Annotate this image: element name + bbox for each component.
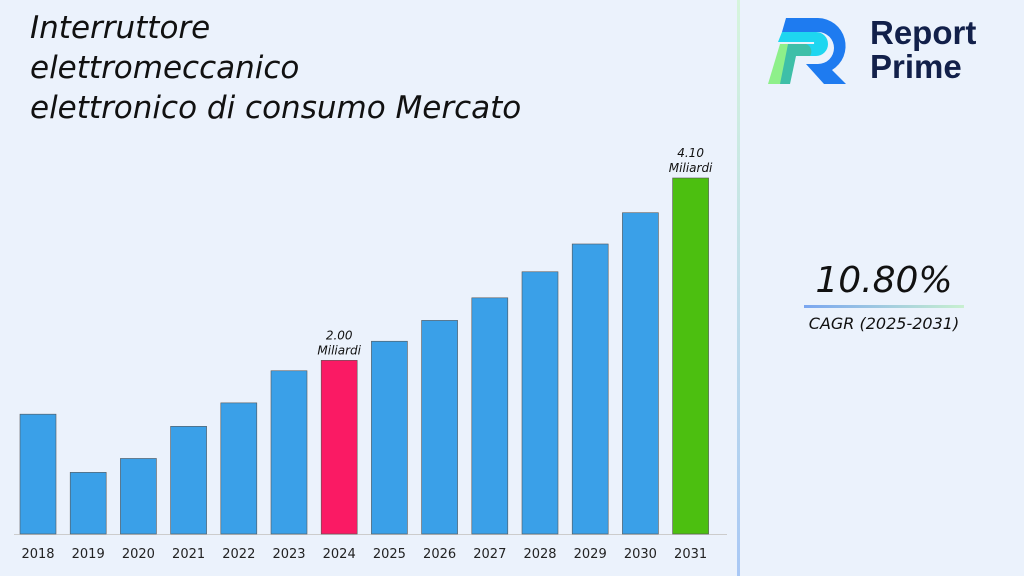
x-tick-label: 2019 [72,547,105,562]
bar-2031 [672,177,709,535]
bar-2029 [571,243,609,535]
bar-2019 [69,472,107,535]
bar-2026 [421,320,458,535]
x-tick-label: 2023 [272,547,305,562]
x-tick-label: 2028 [523,547,556,562]
x-tick-label: 2018 [21,547,54,562]
title-line-3: elettronico di consumo Mercato [30,90,522,126]
x-tick-label: 2021 [172,547,205,562]
report-prime-logo: Report Prime [766,14,976,86]
x-tick-label: 2031 [674,547,707,562]
x-tick-label: 2025 [373,547,406,562]
cagr-value: 10.80% [815,260,953,301]
x-tick-label: 2024 [323,547,356,562]
bar-2025 [371,340,408,535]
chart-title: Interruttore elettromeccanico elettronic… [30,8,521,128]
data-label: Miliardi [669,161,713,175]
x-tick-label: 2030 [624,547,657,562]
logo-mark-icon [768,18,846,84]
bar-2030 [622,212,659,535]
cagr-box: 10.80% CAGR (2025-2031) [804,260,964,333]
x-tick-label: 2020 [122,547,155,562]
data-label: 2.00 [326,328,353,342]
bar-2024 [320,360,358,535]
logo-text-line2: Prime [870,48,962,85]
bar-2021 [170,426,207,535]
x-tick-label: 2022 [222,547,255,562]
cagr-label: CAGR (2025-2031) [808,314,960,333]
x-tick-label: 2029 [574,547,607,562]
logo-text-line1: Report [870,14,977,51]
divider [737,0,740,576]
title-line-2: elettromeccanico [30,50,300,86]
cagr-underline [804,305,964,308]
x-tick-label: 2027 [473,547,506,562]
data-label: Miliardi [317,343,361,357]
bar-2022 [220,402,258,535]
bar-2023 [270,370,308,535]
bar-2018 [19,413,57,535]
bar-chart: 2018 2019 2020 2021 2022 2023 20242.00Miliardi… [14,146,727,562]
x-tick-label: 2026 [423,547,456,562]
bar-2028 [521,271,559,535]
bar-2027 [471,297,509,535]
data-label: 4.10 [677,146,704,160]
title-line-1: Interruttore [30,10,211,46]
bar-2020 [120,458,157,535]
